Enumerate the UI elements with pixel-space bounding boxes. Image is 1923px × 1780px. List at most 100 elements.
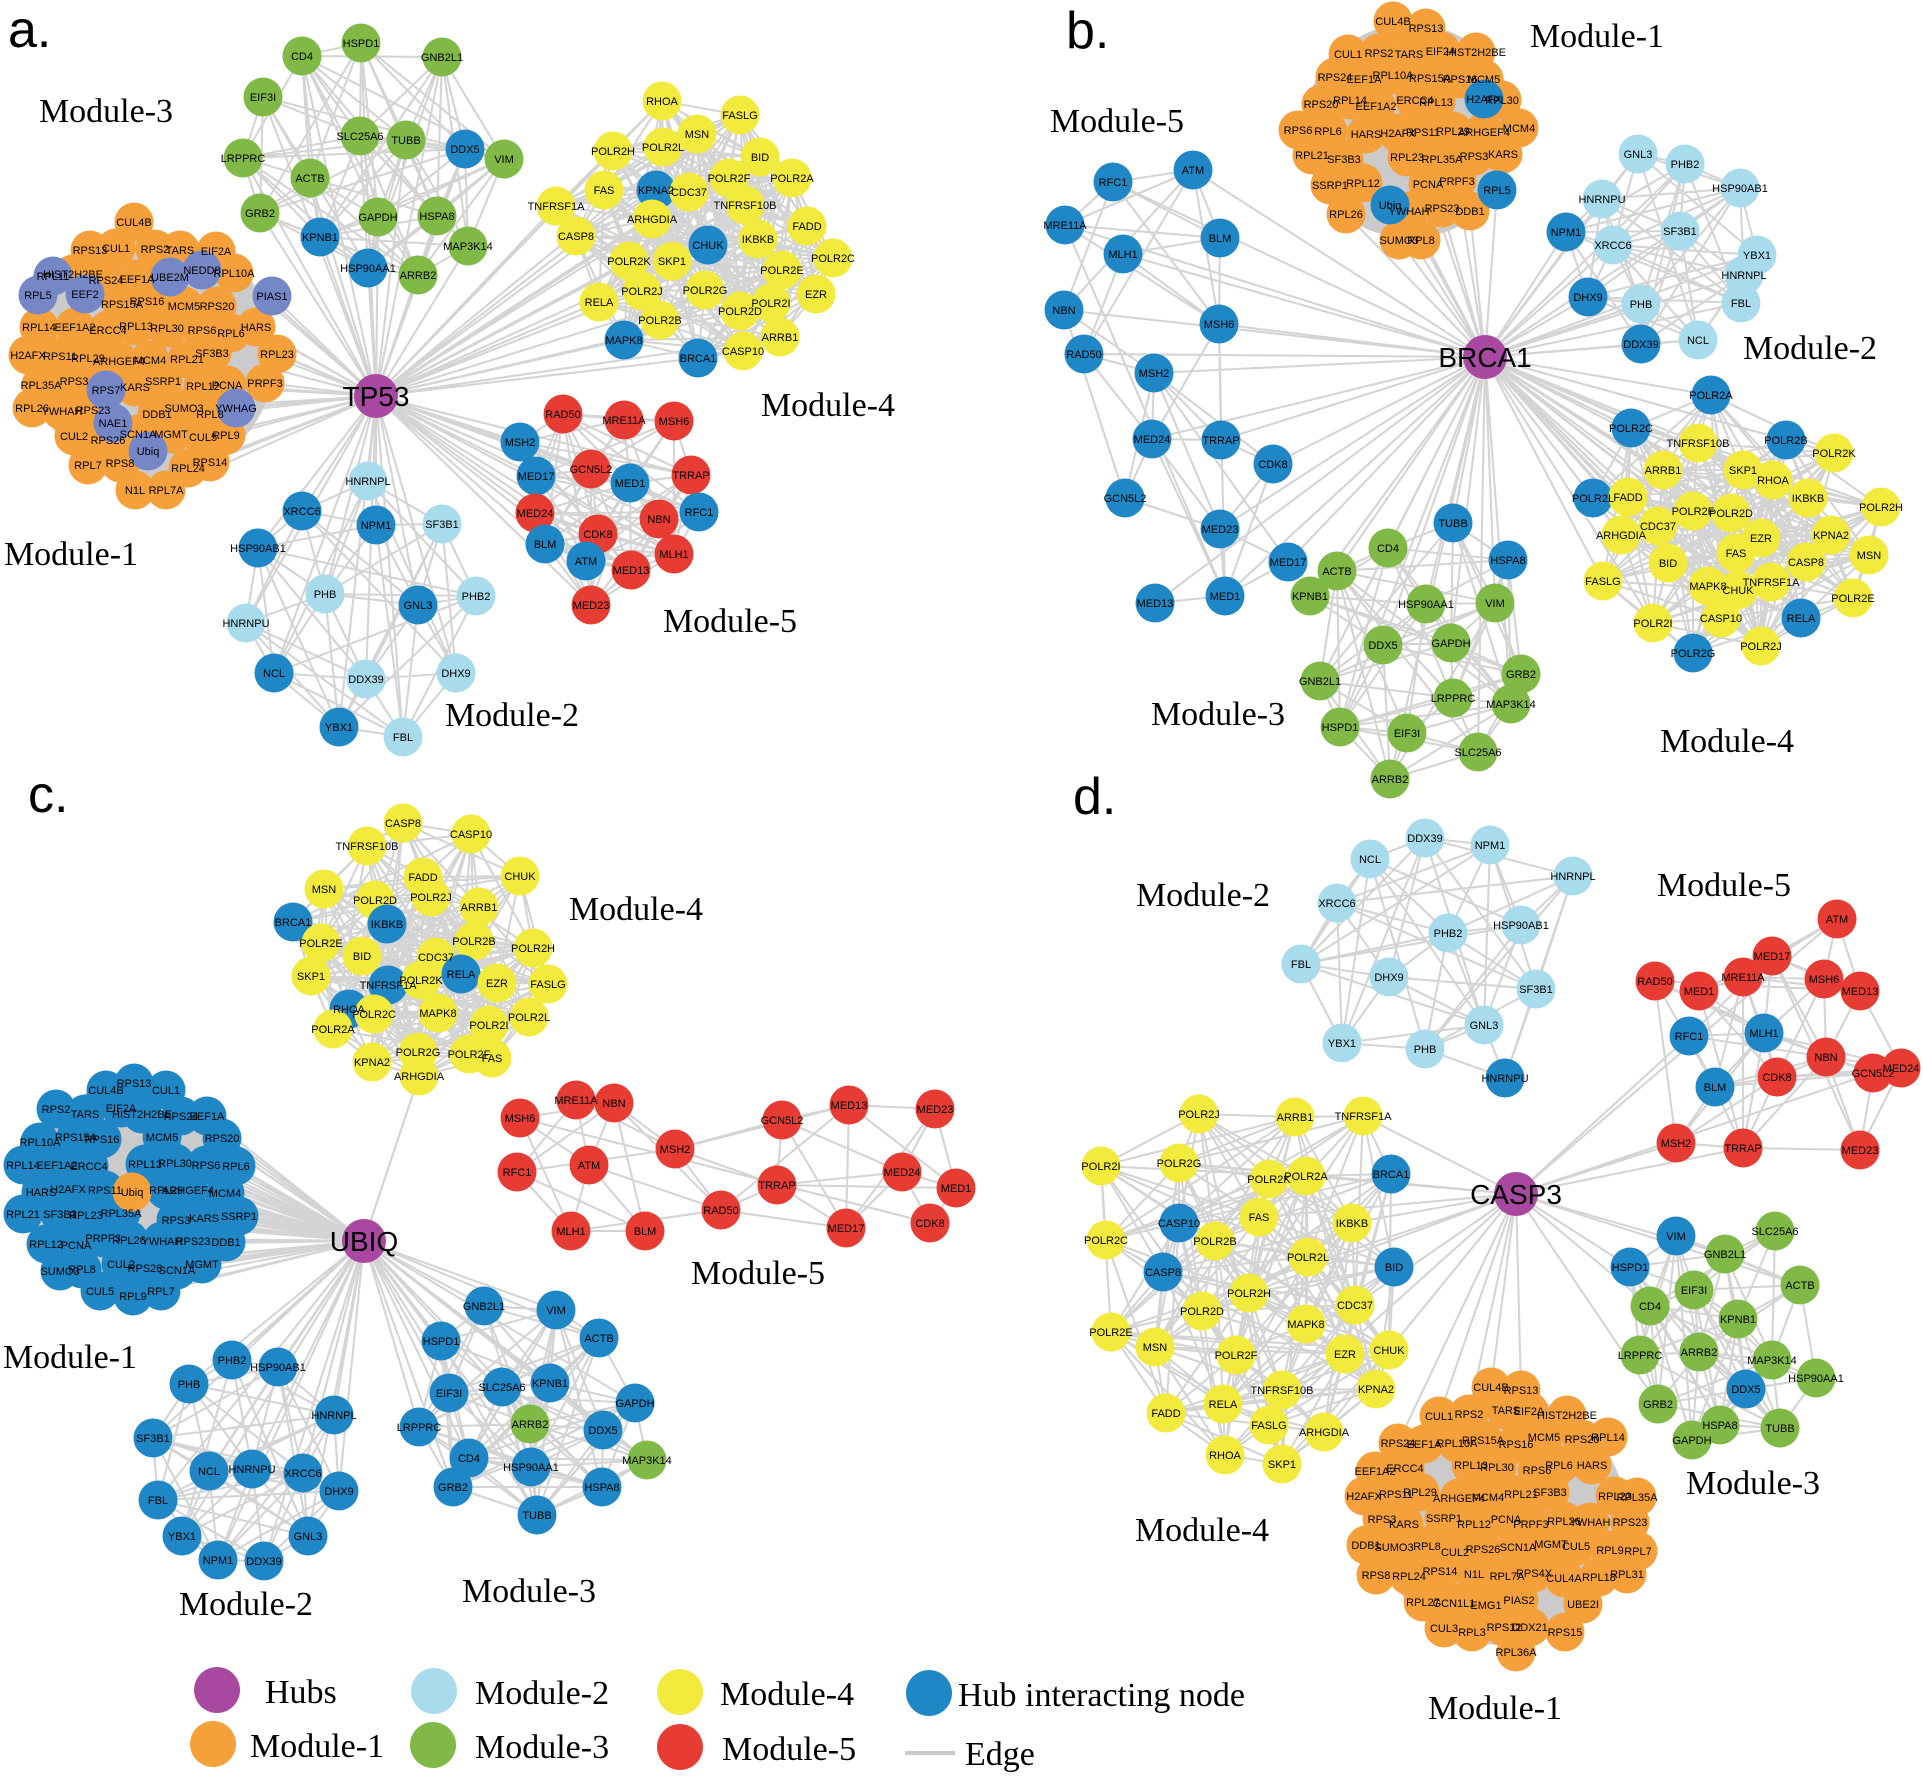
svg-text:RPL23: RPL23 (69, 1210, 103, 1222)
svg-text:c.: c. (28, 766, 68, 824)
svg-text:POLR2A: POLR2A (1689, 390, 1733, 402)
svg-text:Module-3: Module-3 (1686, 1465, 1820, 1502)
svg-text:RPL8: RPL8 (68, 1264, 96, 1276)
svg-text:ERCC4: ERCC4 (1396, 95, 1433, 107)
svg-text:RPL7A: RPL7A (1490, 1571, 1526, 1583)
svg-text:RPS11: RPS11 (1379, 1489, 1413, 1501)
svg-text:Module-2: Module-2 (1743, 330, 1877, 367)
svg-text:SUMO3: SUMO3 (1379, 235, 1418, 247)
svg-text:RPS6: RPS6 (188, 325, 217, 337)
svg-text:HSPD1: HSPD1 (343, 38, 380, 50)
svg-text:POLR2A: POLR2A (770, 173, 814, 185)
svg-text:KARS: KARS (189, 1213, 219, 1225)
svg-text:SF3B1: SF3B1 (1519, 984, 1553, 996)
svg-text:MED13: MED13 (831, 1100, 868, 1112)
svg-text:POLR2E: POLR2E (760, 265, 803, 277)
svg-text:MED1: MED1 (941, 1183, 972, 1195)
svg-text:POLR2L: POLR2L (1572, 493, 1614, 505)
svg-text:DHX9: DHX9 (1374, 972, 1403, 984)
svg-text:CD4: CD4 (458, 1453, 480, 1465)
svg-text:GCN5L2: GCN5L2 (1852, 1068, 1895, 1080)
svg-text:RPL23: RPL23 (1598, 1491, 1632, 1503)
svg-text:EEF1A: EEF1A (1347, 74, 1383, 86)
svg-text:POLR2J: POLR2J (1178, 1109, 1220, 1121)
svg-text:d.: d. (1073, 768, 1116, 826)
svg-text:H2AFX: H2AFX (10, 350, 46, 362)
svg-text:HSPD1: HSPD1 (423, 1336, 460, 1348)
svg-text:RPL14: RPL14 (1333, 95, 1367, 107)
svg-text:FADD: FADD (792, 221, 821, 233)
svg-text:POLR2B: POLR2B (638, 315, 681, 327)
svg-text:RPL36A: RPL36A (1496, 1647, 1538, 1659)
svg-text:RPL26: RPL26 (15, 403, 49, 415)
svg-text:MLH1: MLH1 (556, 1226, 585, 1238)
svg-text:UBE2I: UBE2I (1567, 1599, 1599, 1611)
svg-text:Module-1: Module-1 (1530, 18, 1664, 55)
svg-text:RPS3: RPS3 (60, 376, 89, 388)
svg-text:SKP1: SKP1 (1729, 465, 1757, 477)
svg-text:TARS: TARS (1395, 49, 1424, 61)
svg-text:CDC37: CDC37 (671, 187, 707, 199)
svg-text:CUL5: CUL5 (1562, 1541, 1590, 1553)
svg-text:RPS13: RPS13 (1504, 1385, 1539, 1397)
svg-text:RPS26: RPS26 (128, 1263, 163, 1275)
svg-text:TRRAP: TRRAP (672, 470, 709, 482)
svg-text:SLC25A6: SLC25A6 (478, 1382, 525, 1394)
svg-text:RAD50: RAD50 (1066, 349, 1101, 361)
svg-text:RPL29: RPL29 (1403, 1487, 1437, 1499)
svg-text:GCN1L1: GCN1L1 (1433, 1598, 1476, 1610)
svg-text:SKP1: SKP1 (658, 256, 686, 268)
svg-text:MLH1: MLH1 (659, 549, 688, 561)
svg-text:RPS20: RPS20 (205, 1133, 240, 1145)
svg-text:RPS15A: RPS15A (101, 299, 144, 311)
svg-text:POLR2F: POLR2F (448, 1049, 491, 1061)
svg-text:Module-4: Module-4 (761, 387, 895, 424)
svg-text:MED24: MED24 (1134, 434, 1171, 446)
svg-text:MAPK8: MAPK8 (605, 335, 642, 347)
svg-text:POLR2G: POLR2G (1157, 1158, 1202, 1170)
svg-text:POLR2L: POLR2L (508, 1012, 550, 1024)
svg-text:UBE2M: UBE2M (151, 272, 189, 284)
svg-text:Module-4: Module-4 (1135, 1512, 1269, 1549)
svg-text:MCM4: MCM4 (1472, 1492, 1504, 1504)
svg-text:ATM: ATM (1182, 165, 1204, 177)
svg-text:POLR2F: POLR2F (1215, 1350, 1258, 1362)
svg-text:TNFRSF1A: TNFRSF1A (360, 980, 418, 992)
svg-text:HARS: HARS (26, 1187, 57, 1199)
svg-text:KPNA2: KPNA2 (1358, 1384, 1394, 1396)
svg-text:POLR2B: POLR2B (1764, 435, 1807, 447)
svg-text:FADD: FADD (408, 872, 437, 884)
svg-text:ACTB: ACTB (295, 173, 324, 185)
svg-text:RFC1: RFC1 (685, 507, 714, 519)
svg-text:EIF3I: EIF3I (1681, 1285, 1707, 1297)
svg-text:PHB: PHB (314, 589, 337, 601)
svg-text:Module-4: Module-4 (720, 1676, 854, 1713)
svg-text:FADD: FADD (1613, 492, 1642, 504)
svg-text:BLM: BLM (1704, 1082, 1727, 1094)
svg-text:MSN: MSN (1857, 550, 1882, 562)
svg-text:ATM: ATM (578, 1160, 600, 1172)
svg-text:RELA: RELA (447, 969, 476, 981)
svg-text:RPS14: RPS14 (193, 457, 228, 469)
svg-text:EEF1A2: EEF1A2 (1355, 1466, 1396, 1478)
svg-text:CUL4A: CUL4A (1546, 1573, 1582, 1585)
svg-text:CD4: CD4 (1377, 543, 1399, 555)
svg-text:ARHGDIA: ARHGDIA (627, 214, 678, 226)
svg-text:RPL5: RPL5 (24, 290, 52, 302)
svg-text:ARHGDIA: ARHGDIA (1596, 530, 1647, 542)
svg-text:EZR: EZR (805, 289, 827, 301)
svg-text:MCM5: MCM5 (146, 1132, 178, 1144)
svg-text:RPS11: RPS11 (1406, 127, 1440, 139)
svg-text:SSRP1: SSRP1 (221, 1211, 257, 1223)
svg-text:RPL30: RPL30 (1480, 1462, 1514, 1474)
svg-text:RPS2: RPS2 (1365, 48, 1394, 60)
svg-text:RPL30: RPL30 (150, 323, 184, 335)
svg-text:NPM1: NPM1 (203, 1555, 234, 1567)
svg-text:CUL1: CUL1 (1334, 49, 1362, 61)
svg-text:MRE11A: MRE11A (1721, 972, 1765, 984)
svg-text:EIF3I: EIF3I (1394, 728, 1420, 740)
svg-text:TARS: TARS (71, 1109, 100, 1121)
svg-text:POLR2I: POLR2I (1633, 618, 1672, 630)
svg-text:RPL9: RPL9 (212, 430, 240, 442)
svg-text:BLM: BLM (534, 539, 557, 551)
